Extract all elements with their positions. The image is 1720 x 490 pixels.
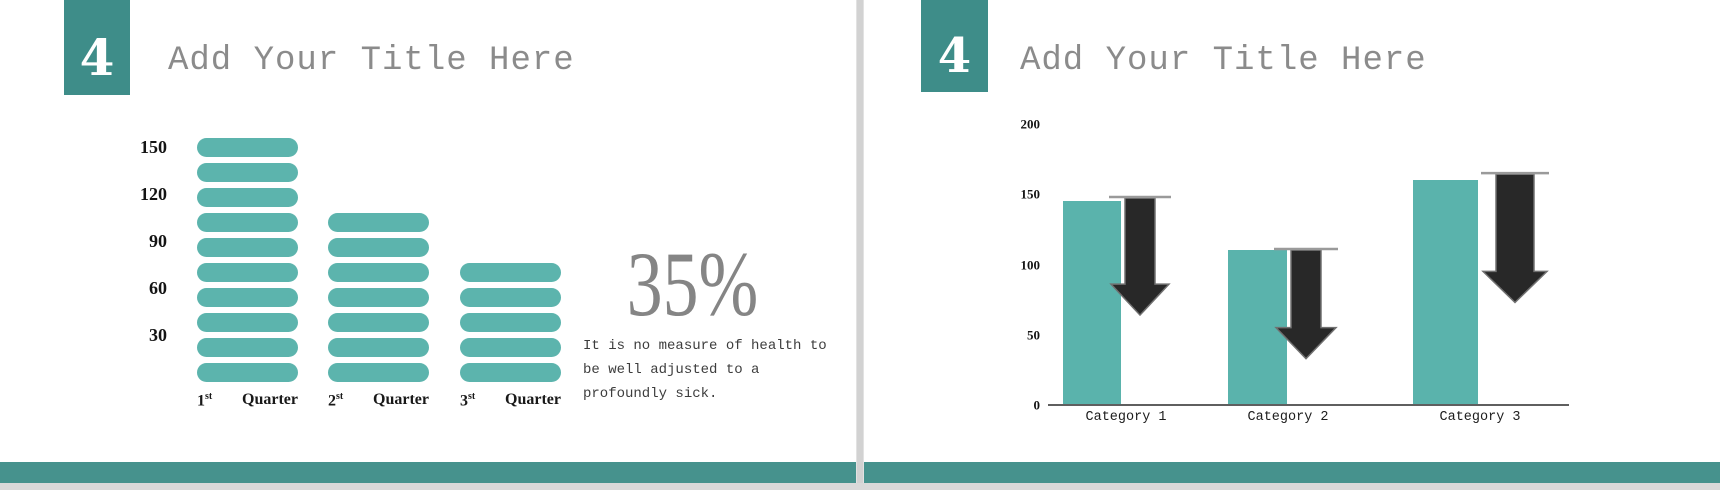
y-axis-tick-label: 0 [1033, 397, 1041, 413]
pill-bar [460, 263, 561, 382]
x-axis-category-label: Category 2 [1247, 410, 1329, 425]
bar [1413, 180, 1478, 404]
category-ordinal: 1st [197, 391, 213, 410]
pill-bar [328, 213, 429, 382]
y-axis-tick-label: 50 [1027, 327, 1040, 343]
x-axis-category-label: Category 3 [1439, 410, 1521, 425]
bar-segment [460, 263, 561, 282]
category-word: Quarter [373, 391, 429, 408]
quote-line: It is no measure of health to [583, 338, 827, 354]
x-axis-category-label: 2st Quarter [328, 391, 429, 410]
bar-segment [197, 363, 298, 382]
bar-segment [197, 213, 298, 232]
slide-title: Add Your Title Here [168, 42, 575, 80]
bar-segment [460, 288, 561, 307]
decrease-arrow-icon [1481, 173, 1549, 304]
ordinal-superscript: st [205, 391, 213, 402]
y-axis-tick-label: 200 [1020, 116, 1041, 132]
slide-number: 4 [79, 28, 115, 87]
stat-percentage: 35% [626, 233, 759, 335]
quote-line: profoundly sick. [583, 386, 718, 402]
y-axis-tick-label: 90 [149, 231, 167, 251]
bar-segment [460, 338, 561, 357]
category-word: Quarter [242, 391, 298, 408]
y-axis-tick-label: 60 [149, 278, 167, 298]
slide-number-badge: 4 [921, 0, 988, 92]
category-ordinal: 3st [460, 391, 476, 410]
slide-number: 4 [937, 28, 972, 84]
bar [1063, 201, 1121, 404]
slide-left[interactable]: 4 Add Your Title Here 150 120 90 60 30 1st Qua… [0, 0, 856, 483]
bar [1228, 250, 1287, 404]
x-axis-category-label: Category 1 [1085, 410, 1167, 425]
category-ordinal: 2st [328, 391, 344, 410]
bar-segment [197, 163, 298, 182]
x-axis-category-label: 1st Quarter [197, 391, 298, 410]
slide-divider [856, 0, 864, 483]
y-axis-tick-label: 100 [1020, 257, 1041, 272]
slide-number-badge: 4 [64, 0, 130, 95]
quote-line: be well adjusted to a [583, 362, 760, 378]
bar-segment [460, 363, 561, 382]
footer-accent-bar [864, 462, 1720, 483]
bar-segment [197, 238, 298, 257]
bar-segment [328, 313, 429, 332]
bar-segment [197, 188, 298, 207]
ordinal-superscript: st [468, 391, 476, 402]
bar-segment [328, 263, 429, 282]
quote-text: It is no measure of health to be well adj… [583, 334, 827, 406]
x-axis-category-label: 3st Quarter [460, 391, 561, 410]
bar-segment [328, 338, 429, 357]
y-axis-tick-label: 120 [140, 184, 167, 204]
bar-segment [197, 138, 298, 157]
bar-segment [328, 213, 429, 232]
ordinal-superscript: st [336, 391, 344, 402]
bar-segment [197, 288, 298, 307]
bar-segment [460, 313, 561, 332]
bar-segment [197, 313, 298, 332]
y-axis-tick-label: 30 [149, 325, 167, 345]
slide-right[interactable]: 4 Add Your Title Here 200 150 100 50 0 Catego… [864, 0, 1720, 483]
background-strip [0, 483, 1720, 490]
bar-segment [197, 263, 298, 282]
bar-segment [328, 288, 429, 307]
bar-segment [197, 338, 298, 357]
category-word: Quarter [505, 391, 561, 408]
bar-segment [328, 363, 429, 382]
x-axis-line [1048, 404, 1569, 406]
y-axis-tick-label: 150 [140, 137, 167, 157]
y-axis-tick-label: 150 [1020, 186, 1041, 202]
pill-bar [197, 138, 298, 382]
bar-segment [328, 238, 429, 257]
footer-accent-bar [0, 462, 856, 483]
slide-title: Add Your Title Here [1020, 42, 1427, 80]
